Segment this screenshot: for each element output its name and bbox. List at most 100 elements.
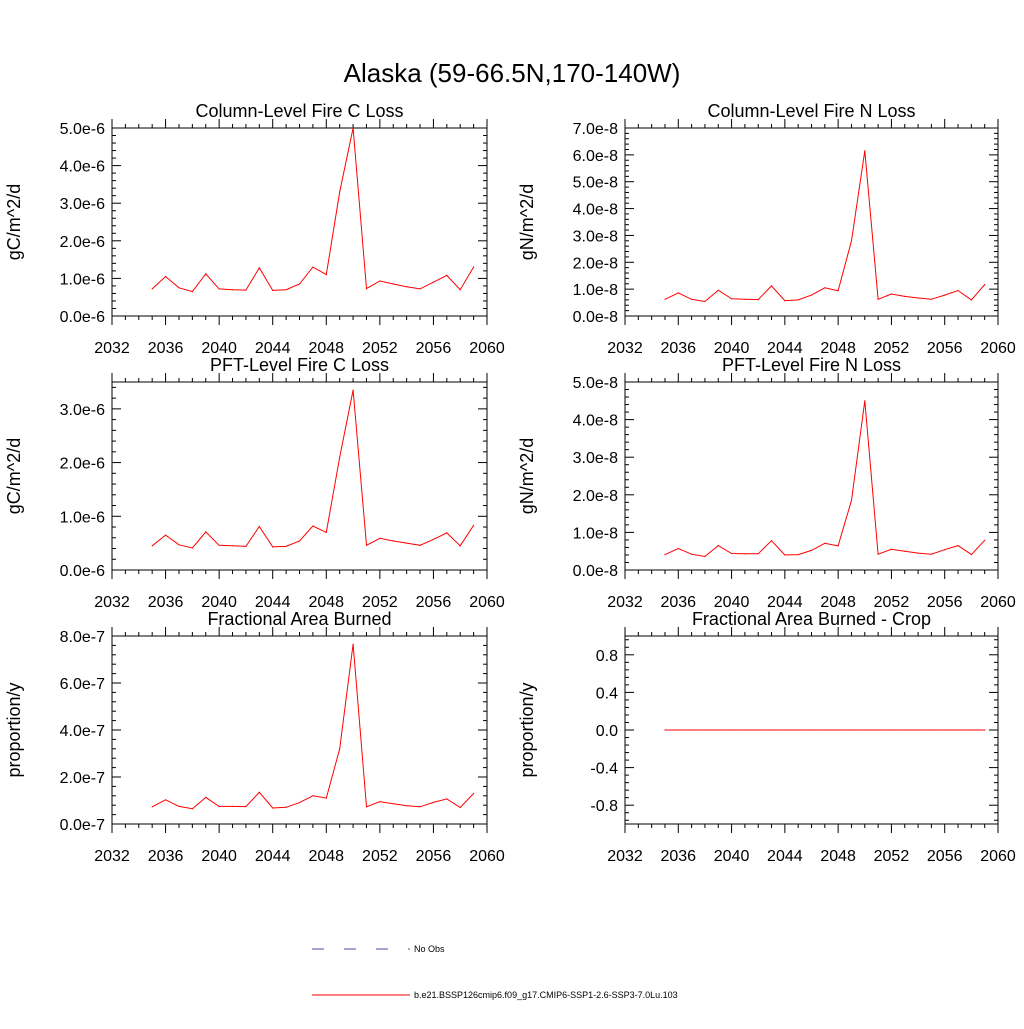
plot-frame — [624, 127, 999, 317]
y-tick-label: 2.0e-8 — [573, 488, 618, 505]
x-tick-label: 2048 — [820, 594, 856, 611]
data-point — [744, 298, 746, 300]
data-point — [677, 292, 679, 294]
y-tick-label: 5.0e-8 — [573, 175, 618, 192]
data-point — [944, 549, 946, 551]
y-tick-label: 4.0e-8 — [573, 413, 618, 430]
data-point — [784, 300, 786, 302]
x-tick-label: 2052 — [874, 340, 910, 357]
x-tick-label: 2044 — [255, 340, 291, 357]
data-point — [365, 544, 368, 546]
data-point — [392, 283, 394, 285]
y-tick-label: 3.0e-6 — [60, 196, 105, 213]
y-tick-label: 2.0e-8 — [573, 255, 618, 272]
x-tick-label: 2032 — [607, 594, 643, 611]
data-point — [691, 553, 693, 555]
data-point — [191, 547, 193, 549]
y-tick-label: 1.0e-6 — [60, 271, 105, 288]
plot-frame — [111, 381, 488, 571]
data-point — [984, 729, 986, 731]
data-point — [191, 808, 193, 810]
y-tick-label: 3.0e-8 — [573, 450, 618, 467]
data-point — [406, 542, 408, 544]
data-point — [446, 532, 448, 534]
data-point — [704, 729, 706, 731]
y-tick-label: 0.0e-8 — [573, 309, 618, 326]
y-tick-label: 1.0e-8 — [573, 525, 618, 542]
x-tick-label: 2052 — [362, 848, 398, 865]
data-point — [379, 537, 381, 539]
data-point — [824, 287, 826, 289]
y-axis-label: gC/m^2/d — [4, 184, 24, 260]
y-tick-label: 1.0e-6 — [60, 509, 105, 526]
data-point — [151, 288, 153, 290]
data-point — [970, 554, 973, 556]
data-point — [272, 289, 274, 291]
x-tick-label: 2040 — [201, 848, 237, 865]
data-point — [890, 293, 893, 295]
x-tick-label: 2056 — [927, 848, 963, 865]
data-point — [352, 127, 354, 129]
plot-frame — [111, 635, 488, 825]
data-point — [432, 538, 434, 541]
data-point — [218, 805, 220, 808]
data-point — [473, 266, 475, 268]
panel-title: Column-Level Fire N Loss — [707, 101, 915, 121]
data-point — [837, 290, 839, 292]
data-point — [944, 294, 946, 296]
y-tick-label: 7.0e-8 — [573, 121, 618, 138]
data-point — [379, 280, 381, 282]
data-point — [298, 802, 301, 804]
data-point — [325, 797, 327, 799]
data-point — [731, 298, 733, 300]
data-point — [231, 805, 234, 808]
y-tick-label: 0.0e-7 — [60, 817, 105, 834]
data-point — [704, 300, 706, 303]
x-tick-label: 2032 — [607, 848, 643, 865]
y-tick-label: 2.0e-7 — [60, 770, 105, 787]
y-tick-label: 3.0e-6 — [60, 402, 105, 419]
panel-title: PFT-Level Fire N Loss — [722, 355, 901, 375]
data-point — [406, 286, 408, 288]
y-tick-label: 8.0e-7 — [60, 629, 105, 646]
x-tick-label: 2052 — [874, 848, 910, 865]
data-point — [930, 729, 933, 731]
data-point — [392, 540, 394, 542]
data-point — [218, 544, 220, 546]
data-point — [797, 729, 799, 731]
data-point — [285, 806, 287, 808]
data-point — [459, 545, 461, 547]
data-point — [677, 729, 679, 731]
data-point — [784, 554, 786, 556]
legend: No Obs b.e21.BSSP126cmip6.f09_g17.CMIP6-… — [312, 944, 678, 1000]
x-tick-label: 2052 — [362, 594, 398, 611]
data-point — [944, 729, 946, 731]
data-point — [245, 545, 247, 548]
x-tick-label: 2048 — [308, 848, 344, 865]
data-point — [824, 729, 826, 731]
data-point — [165, 534, 167, 536]
data-point — [218, 288, 220, 290]
y-tick-label: -0.8 — [590, 798, 618, 815]
y-tick-label: 0.0e-6 — [60, 563, 105, 580]
x-tick-label: 2044 — [255, 848, 291, 865]
data-point — [984, 539, 986, 541]
legend-label-model: b.e21.BSSP126cmip6.f09_g17.CMIP6-SSP1-2.… — [414, 990, 678, 1000]
data-point — [365, 806, 368, 808]
x-tick-label: 2056 — [416, 594, 452, 611]
panel-title: PFT-Level Fire C Loss — [210, 355, 389, 375]
data-point — [339, 456, 341, 458]
x-tick-label: 2060 — [980, 340, 1016, 357]
data-point — [850, 240, 853, 242]
x-tick-label: 2048 — [820, 848, 856, 865]
data-point — [917, 297, 919, 299]
data-point — [379, 801, 381, 803]
x-tick-label: 2056 — [927, 340, 963, 357]
y-tick-label: 3.0e-8 — [573, 228, 618, 245]
data-point — [312, 266, 314, 268]
data-point — [850, 499, 853, 501]
data-point — [797, 554, 799, 556]
y-tick-label: 0.8 — [596, 648, 618, 665]
data-point — [419, 806, 421, 808]
data-point — [258, 525, 260, 528]
